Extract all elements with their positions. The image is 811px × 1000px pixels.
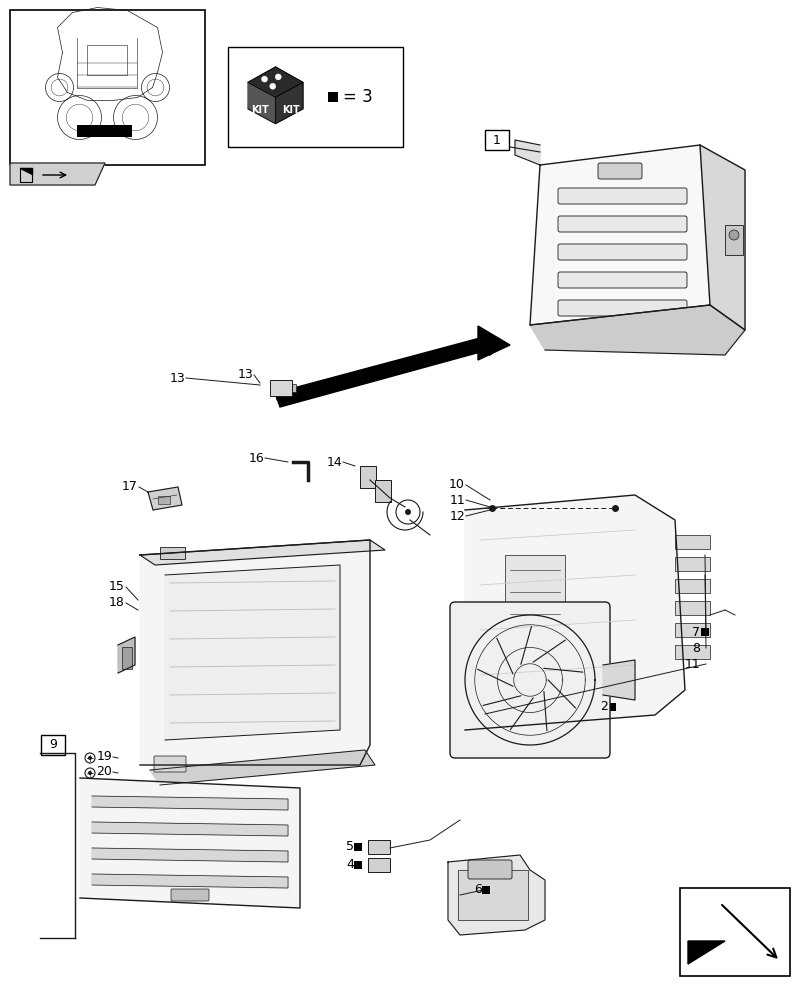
- Polygon shape: [514, 140, 539, 165]
- Polygon shape: [530, 305, 744, 355]
- Bar: [484, 130, 508, 150]
- Bar: [354, 843, 362, 851]
- Text: 13: 13: [237, 368, 253, 381]
- Polygon shape: [118, 637, 135, 673]
- Circle shape: [275, 74, 281, 80]
- Polygon shape: [92, 822, 288, 836]
- Bar: [77, 125, 132, 137]
- Bar: [328, 92, 337, 102]
- Bar: [674, 623, 709, 637]
- Bar: [228, 47, 402, 147]
- Bar: [288, 384, 296, 392]
- Text: 13: 13: [169, 371, 185, 384]
- Bar: [367, 858, 389, 872]
- Circle shape: [405, 509, 410, 515]
- Polygon shape: [275, 338, 495, 407]
- Text: 9: 9: [49, 738, 57, 752]
- Text: 15: 15: [109, 580, 125, 593]
- Polygon shape: [10, 163, 105, 185]
- FancyBboxPatch shape: [557, 300, 686, 316]
- Bar: [88, 45, 127, 75]
- Bar: [674, 579, 709, 593]
- Polygon shape: [478, 326, 509, 360]
- Polygon shape: [139, 540, 370, 765]
- Bar: [724, 225, 742, 255]
- Text: 5: 5: [345, 840, 354, 853]
- Polygon shape: [139, 540, 384, 565]
- Polygon shape: [699, 145, 744, 330]
- Polygon shape: [247, 82, 275, 124]
- Bar: [482, 886, 489, 894]
- Bar: [41, 735, 65, 755]
- Bar: [607, 703, 616, 711]
- Polygon shape: [92, 796, 288, 810]
- Text: 10: 10: [448, 479, 465, 491]
- Text: 20: 20: [96, 765, 112, 778]
- Bar: [504, 555, 564, 635]
- Polygon shape: [20, 168, 32, 174]
- Polygon shape: [275, 82, 303, 124]
- Text: 6: 6: [474, 883, 482, 896]
- Circle shape: [261, 76, 267, 82]
- Bar: [158, 496, 169, 504]
- FancyBboxPatch shape: [597, 163, 642, 179]
- Circle shape: [88, 771, 92, 775]
- Polygon shape: [92, 874, 288, 888]
- Text: 14: 14: [326, 456, 341, 468]
- Polygon shape: [247, 67, 303, 97]
- Text: 11: 11: [684, 658, 699, 670]
- Text: 11: 11: [448, 493, 465, 506]
- Polygon shape: [150, 750, 375, 785]
- Polygon shape: [148, 487, 182, 510]
- Bar: [457, 870, 527, 920]
- Text: 18: 18: [109, 596, 125, 609]
- FancyBboxPatch shape: [449, 602, 609, 758]
- Bar: [674, 535, 709, 549]
- FancyBboxPatch shape: [154, 756, 186, 772]
- Bar: [674, 645, 709, 659]
- Bar: [10, 10, 204, 165]
- Circle shape: [88, 756, 92, 760]
- Text: 19: 19: [97, 750, 112, 764]
- Text: KIT: KIT: [251, 105, 268, 115]
- Text: 12: 12: [448, 510, 465, 522]
- FancyBboxPatch shape: [557, 244, 686, 260]
- Polygon shape: [530, 145, 709, 325]
- Bar: [354, 861, 362, 869]
- Text: 1: 1: [492, 134, 500, 147]
- Bar: [367, 840, 389, 854]
- Polygon shape: [448, 855, 544, 935]
- Bar: [160, 547, 185, 559]
- Polygon shape: [687, 941, 724, 964]
- Bar: [674, 557, 709, 571]
- Text: 4: 4: [345, 858, 354, 871]
- Bar: [679, 888, 789, 976]
- Text: 16: 16: [248, 452, 264, 464]
- FancyBboxPatch shape: [171, 889, 208, 901]
- Bar: [700, 628, 708, 636]
- FancyBboxPatch shape: [557, 216, 686, 232]
- Polygon shape: [465, 495, 684, 730]
- Bar: [270, 380, 292, 396]
- Polygon shape: [80, 778, 299, 908]
- Text: KIT: KIT: [281, 105, 299, 115]
- Text: = 3: = 3: [342, 88, 372, 106]
- FancyBboxPatch shape: [557, 188, 686, 204]
- Bar: [375, 480, 391, 502]
- Bar: [674, 601, 709, 615]
- Bar: [122, 647, 132, 669]
- Text: 7: 7: [691, 626, 699, 639]
- Bar: [359, 466, 375, 488]
- FancyBboxPatch shape: [557, 272, 686, 288]
- Circle shape: [728, 230, 738, 240]
- Polygon shape: [92, 848, 288, 862]
- FancyBboxPatch shape: [467, 860, 512, 879]
- Bar: [474, 705, 495, 723]
- Polygon shape: [165, 565, 340, 740]
- Text: 17: 17: [122, 481, 138, 493]
- Text: 2: 2: [599, 700, 607, 714]
- Text: 8: 8: [691, 642, 699, 654]
- Polygon shape: [603, 660, 634, 700]
- Circle shape: [269, 83, 276, 89]
